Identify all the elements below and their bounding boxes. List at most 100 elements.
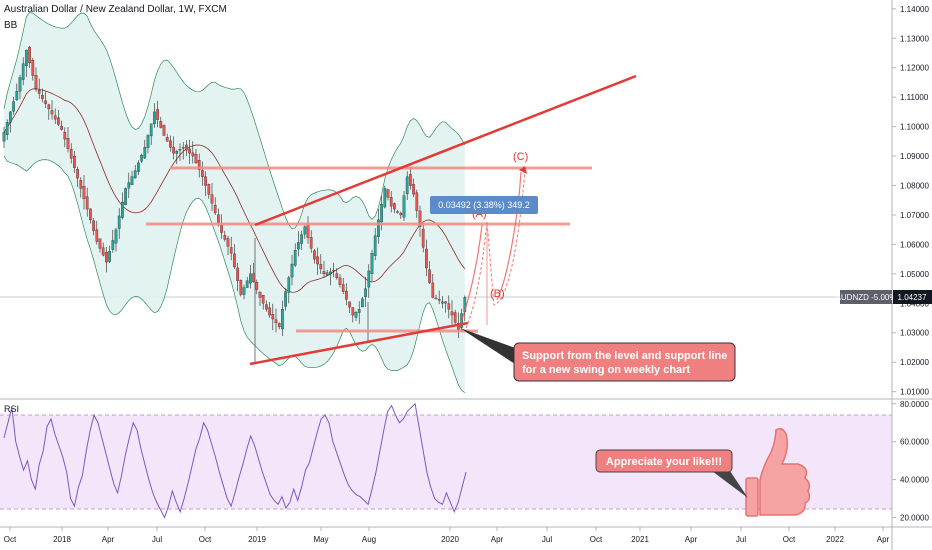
candle-body — [31, 59, 35, 76]
candle-body — [57, 117, 60, 125]
wave-label-c: (C) — [513, 151, 528, 163]
candle-body — [418, 210, 422, 227]
price-tick-label: 1.12000 — [900, 64, 929, 73]
candle-body — [386, 189, 390, 198]
candle-body — [207, 184, 211, 195]
candle-body — [191, 152, 195, 157]
time-axis: Oct 2018 Apr Jul Oct 2019 May Aug 2020 Apr Jul Oct 2… — [4, 527, 890, 544]
candle-body — [341, 284, 345, 292]
candle-body — [396, 211, 399, 213]
candle-body — [82, 186, 86, 199]
candle-body — [453, 312, 457, 323]
projection-path-abc — [465, 169, 526, 329]
candle-body — [447, 303, 451, 310]
candle-body — [37, 90, 41, 94]
price-tick-label: 1.10000 — [900, 123, 929, 132]
candle-body — [380, 204, 383, 223]
time-tick-label: 2021 — [631, 535, 649, 544]
candle-body — [281, 309, 284, 330]
last-price-label: 1.04237 — [898, 293, 927, 302]
candle-body — [428, 269, 431, 283]
candle-body — [201, 170, 204, 177]
price-axis: 1.14000 1.13000 1.12000 1.11000 1.10000 1.090… — [892, 5, 929, 397]
candle-body — [194, 153, 198, 164]
candle-body — [111, 240, 115, 250]
measure-label: 0.03492 (3.38%) 349.2 — [438, 200, 530, 210]
symbol-label-box — [840, 290, 892, 304]
price-tick-label: 1.02000 — [900, 358, 929, 367]
candle-body — [335, 273, 339, 278]
bb-fill — [4, 12, 465, 393]
time-tick-label: Oct — [4, 535, 17, 544]
candle-body — [351, 307, 355, 316]
candle-body — [210, 194, 214, 204]
time-tick-label: Jul — [736, 535, 746, 544]
candle-body — [223, 235, 227, 240]
candle-body — [249, 273, 252, 284]
candle-body — [9, 111, 12, 123]
time-tick-label: Apr — [685, 535, 698, 544]
candle-body — [117, 215, 121, 229]
candle-body — [268, 307, 271, 316]
callout-pointer — [460, 328, 518, 366]
candle-body — [373, 235, 377, 256]
candle-body — [137, 162, 140, 172]
rsi-indicator-label: RSI — [4, 404, 19, 414]
bb-basis — [3, 88, 466, 293]
candle-body — [12, 101, 15, 112]
candle-body — [114, 229, 118, 244]
candle-body — [309, 237, 313, 249]
price-tick-label: 1.14000 — [900, 5, 929, 14]
candlesticks — [2, 45, 467, 338]
time-tick-label: Oct — [590, 535, 603, 544]
candle-body — [21, 63, 25, 80]
candle-body — [306, 224, 310, 238]
time-tick-label: Jul — [152, 535, 162, 544]
candle-body — [329, 271, 332, 274]
candle-body — [361, 298, 364, 308]
candle-body — [313, 250, 316, 260]
time-tick-label: Aug — [362, 535, 376, 544]
candle-body — [105, 252, 108, 263]
support-callout-box — [513, 342, 736, 382]
candle-body — [185, 144, 188, 151]
candle-body — [421, 228, 425, 248]
candle-body — [153, 111, 156, 125]
candle-body — [236, 267, 239, 281]
appreciate-callout-box — [595, 449, 733, 473]
candle-body — [133, 170, 137, 179]
candle-body — [15, 91, 19, 101]
candle-body — [60, 125, 63, 130]
candle-body — [338, 277, 342, 285]
candle-body — [18, 77, 22, 92]
candle-body — [76, 169, 79, 179]
candle-body — [229, 247, 233, 254]
candle-body — [265, 304, 268, 310]
candle-body — [415, 192, 419, 211]
rsi-tick-label: 20.0000 — [900, 514, 929, 523]
candle-body — [2, 132, 6, 142]
price-tick-label: 1.07000 — [900, 211, 929, 220]
candle-body — [245, 280, 249, 288]
rsi-tick-label: 80.0000 — [900, 400, 929, 409]
time-tick-label: 2022 — [826, 535, 844, 544]
candle-body — [98, 238, 102, 249]
candle-body — [149, 123, 153, 137]
candle-body — [73, 156, 76, 168]
rsi-tick-label: 40.0000 — [900, 476, 929, 485]
candle-body — [252, 273, 255, 282]
candle-body — [377, 219, 380, 237]
symbol-change-label: AUDNZD -5.00% — [836, 293, 897, 302]
candle-body — [444, 301, 447, 304]
candle-body — [44, 100, 47, 104]
candle-body — [69, 148, 73, 159]
chart-title: Australian Dollar / New Zealand Dollar, … — [4, 4, 227, 15]
candle-body — [367, 270, 371, 288]
candle-body — [364, 288, 367, 298]
candle-body — [277, 323, 281, 328]
candle-body — [287, 277, 291, 293]
candle-body — [108, 251, 111, 262]
candle-body — [79, 180, 83, 189]
time-tick-label: Apr — [491, 535, 504, 544]
